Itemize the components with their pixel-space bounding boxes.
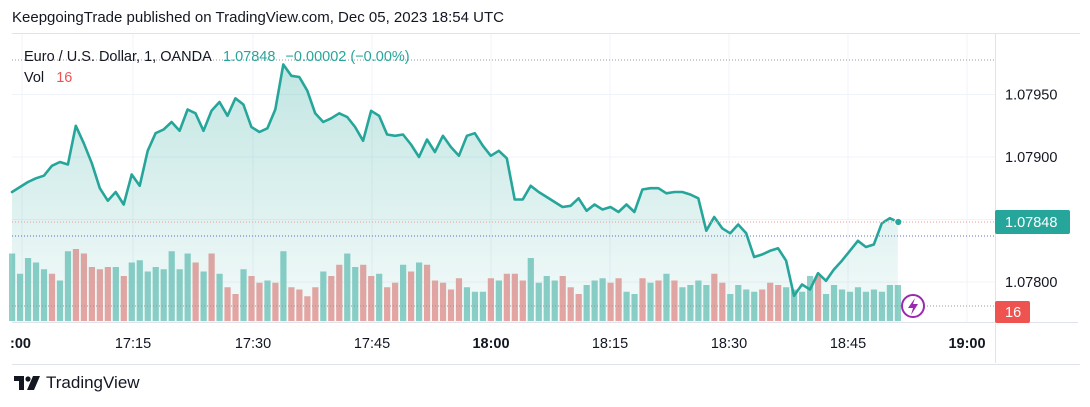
footer-brand[interactable]: TradingView [14,373,140,393]
last-volume-badge [995,301,1030,323]
x-tick-label: 18:30 [711,336,747,352]
legend-vol-label: Vol [24,70,45,86]
y-tick-label: 1.07800 [1005,275,1057,291]
x-tick-label: 17:45 [354,336,390,352]
legend-price: 1.07848 [223,49,276,65]
legend-symbol-row: Euro / U.S. Dollar, 1, OANDA 1.07848 −0.… [24,47,410,68]
y-tick-label: 1.07950 [1005,88,1057,104]
x-tick-label: :00 [10,336,31,352]
tradingview-logo-icon [14,376,40,390]
x-tick-label: 19:00 [948,336,985,352]
lightning-icon[interactable] [901,294,925,318]
legend-symbol: Euro / U.S. Dollar, 1, OANDA [24,49,211,65]
last-price-badge [995,210,1070,234]
volume-bar [894,285,901,321]
footer-brand-text: TradingView [46,373,140,392]
x-tick-label: 18:45 [830,336,866,352]
last-price-dot [894,217,903,227]
publisher-line: KeepgoingTrade published on TradingView.… [12,9,504,26]
chart-frame [12,33,1080,365]
legend-change: −0.00002 (−0.00%) [285,49,410,65]
last-volume-badge-text: 16 [1005,305,1021,321]
price-area-fill [12,64,898,322]
x-tick-label: 17:30 [235,336,271,352]
price-series-line [10,63,900,298]
x-tick-label: 18:15 [592,336,628,352]
chart-legend: Euro / U.S. Dollar, 1, OANDA 1.07848 −0.… [24,47,410,89]
last-price-badge-text: 1.07848 [1005,215,1057,231]
legend-volume-row: Vol 16 [24,68,410,89]
x-tick-label: 18:00 [472,336,509,352]
legend-vol-value: 16 [56,70,73,86]
y-tick-label: 1.07900 [1005,150,1057,166]
x-tick-label: 17:15 [115,336,151,352]
